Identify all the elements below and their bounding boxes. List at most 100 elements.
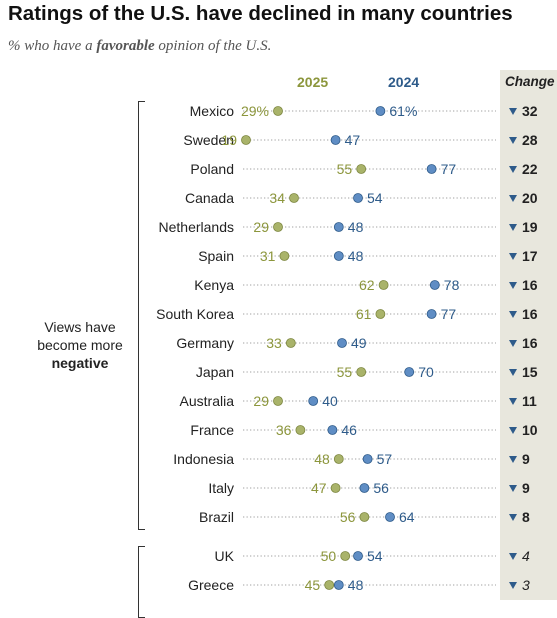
value-2024-japan: 70 [418,364,434,380]
value-2025-south-korea: 61 [356,306,372,322]
country-label-mexico: Mexico [190,103,235,119]
change-triangle-spain [509,253,517,260]
value-2025-australia: 29 [253,393,269,409]
dot-2024-australia [308,396,319,406]
dot-2025-germany [285,338,296,348]
country-label-italy: Italy [208,480,234,496]
change-value-south-korea: 16 [522,306,538,322]
value-2025-japan: 55 [337,364,353,380]
dot-2024-spain [333,251,344,261]
change-triangle-kenya [509,282,517,289]
country-label-sweden: Sweden [183,132,234,148]
group-label-line1: Views have [44,319,116,335]
value-2024-south-korea: 77 [441,306,457,322]
change-triangle-south-korea [509,311,517,318]
change-triangle-poland [509,166,517,173]
change-value-kenya: 16 [522,277,538,293]
country-label-spain: Spain [198,248,234,264]
change-value-japan: 15 [522,364,538,380]
value-2025-france: 36 [276,422,292,438]
dot-2025-italy [330,483,341,493]
country-label-germany: Germany [176,335,234,351]
change-column-panel [500,70,557,600]
country-label-canada: Canada [185,190,234,206]
change-value-greece: 3 [522,577,530,593]
value-2024-kenya: 78 [444,277,460,293]
change-column-header: Change [505,74,555,89]
dot-2024-italy [359,483,370,493]
dot-2024-sweden [330,135,341,145]
change-value-italy: 9 [522,480,530,496]
chart-subtitle: % who have a favorable opinion of the U.… [8,38,271,55]
value-2024-greece: 48 [348,577,364,593]
chart-title: Ratings of the U.S. have declined in man… [8,2,513,25]
change-value-france: 10 [522,422,538,438]
value-2024-indonesia: 57 [377,451,393,467]
value-2024-mexico: 61% [389,103,417,119]
value-2025-canada: 34 [269,190,285,206]
value-2024-brazil: 64 [399,509,415,525]
change-triangle-sweden [509,137,517,144]
change-value-sweden: 28 [522,132,538,148]
country-label-uk: UK [215,548,235,564]
dot-2025-japan [356,367,367,377]
dot-2025-france [295,425,306,435]
value-2025-indonesia: 48 [314,451,330,467]
change-triangle-canada [509,195,517,202]
subtitle-suffix: opinion of the U.S. [154,38,272,54]
value-2025-poland: 55 [337,161,353,177]
change-value-canada: 20 [522,190,538,206]
subtitle-prefix: % who have a [8,38,97,54]
change-value-brazil: 8 [522,509,530,525]
change-triangle-italy [509,485,517,492]
value-2024-germany: 49 [351,335,367,351]
value-2025-germany: 33 [266,335,282,351]
change-triangle-greece [509,582,517,589]
dot-2024-france [327,425,338,435]
value-2025-sweden: 19 [221,132,237,148]
group-label-negative: Views have become more negative [20,318,140,372]
change-triangle-australia [509,398,517,405]
change-value-netherlands: 19 [522,219,538,235]
dot-2024-netherlands [333,222,344,232]
change-triangle-uk [509,553,517,560]
dot-2025-brazil [359,512,370,522]
value-2024-spain: 48 [348,248,364,264]
dot-2025-uk [340,551,351,561]
dot-2024-greece [333,580,344,590]
value-2025-uk: 50 [321,548,337,564]
change-triangle-japan [509,369,517,376]
change-value-poland: 22 [522,161,538,177]
dot-2024-japan [404,367,415,377]
dot-2024-mexico [375,106,386,116]
subtitle-emphasis: favorable [96,38,155,54]
dot-2025-canada [289,193,299,203]
dot-2024-germany [337,338,347,348]
change-value-spain: 17 [522,248,538,264]
country-label-brazil: Brazil [199,509,234,525]
value-2024-italy: 56 [373,480,389,496]
country-label-indonesia: Indonesia [173,451,234,467]
dot-2024-brazil [385,512,395,522]
dot-2025-poland [356,164,367,174]
change-value-uk: 4 [522,548,530,564]
value-2025-mexico: 29% [241,103,269,119]
value-2025-kenya: 62 [359,277,375,293]
value-2025-italy: 47 [311,480,327,496]
dot-2024-uk [353,551,363,561]
country-label-greece: Greece [188,577,234,593]
country-label-japan: Japan [196,364,234,380]
country-label-australia: Australia [180,393,235,409]
legend-2025: 2025 [297,74,329,90]
change-triangle-brazil [509,514,517,521]
change-triangle-germany [509,340,517,347]
value-2024-netherlands: 48 [348,219,364,235]
change-triangle-france [509,427,517,434]
dot-2024-indonesia [362,454,373,464]
dot-2025-indonesia [333,454,344,464]
dot-2025-kenya [378,280,389,290]
group-label-line3: negative [51,355,109,371]
dot-2025-mexico [273,106,283,116]
legend-2024: 2024 [388,74,420,90]
